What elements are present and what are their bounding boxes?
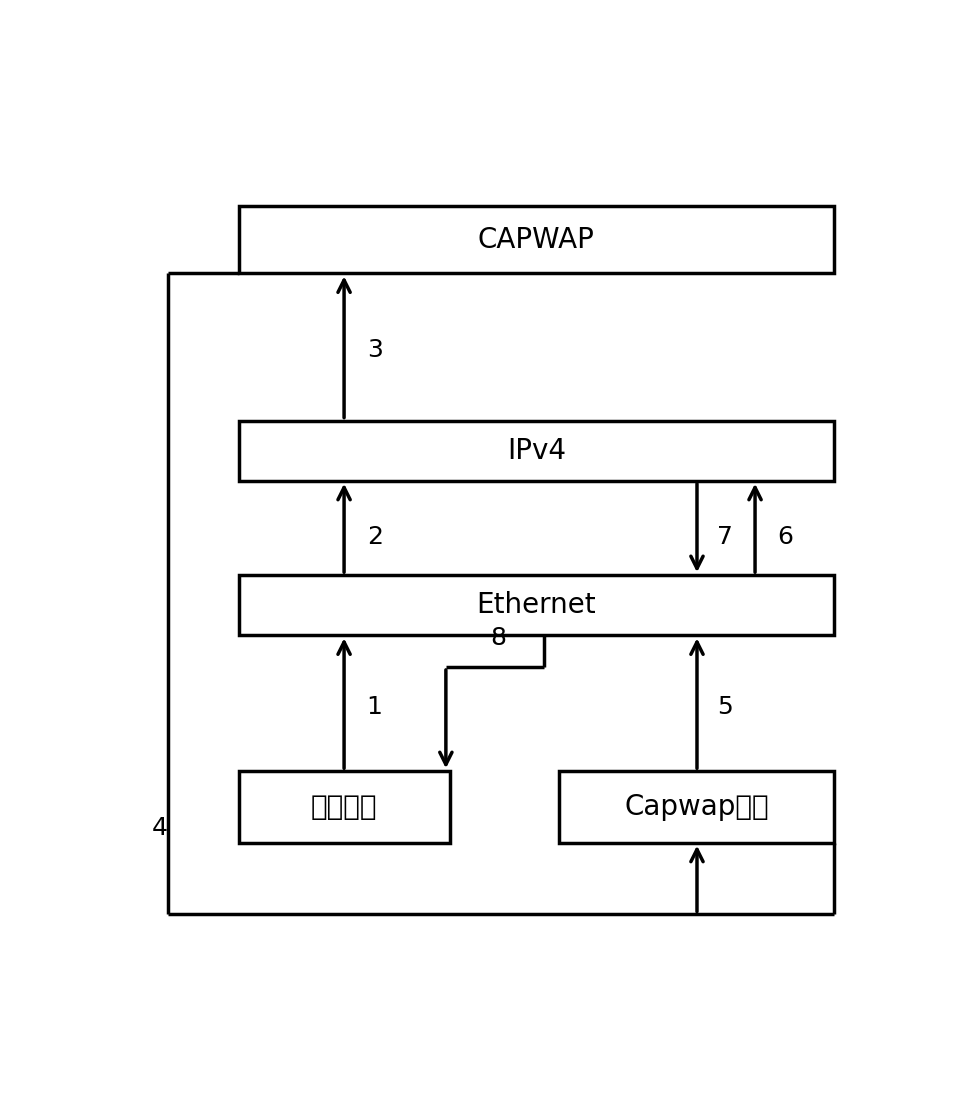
Bar xyxy=(238,206,834,274)
Text: IPv4: IPv4 xyxy=(507,437,566,465)
Text: 3: 3 xyxy=(367,338,382,362)
Text: Ethernet: Ethernet xyxy=(477,591,596,619)
Text: 4: 4 xyxy=(152,816,167,840)
Text: 物理驱动: 物理驱动 xyxy=(310,793,378,820)
Text: 6: 6 xyxy=(777,525,794,549)
Bar xyxy=(559,771,834,842)
Text: CAPWAP: CAPWAP xyxy=(478,225,595,254)
Text: 1: 1 xyxy=(367,695,382,719)
Text: 2: 2 xyxy=(367,525,382,549)
Text: Capwap驱动: Capwap驱动 xyxy=(625,793,769,820)
Bar xyxy=(238,771,450,842)
Text: 5: 5 xyxy=(717,695,733,719)
Bar xyxy=(238,575,834,636)
Text: 7: 7 xyxy=(717,525,734,549)
Text: 8: 8 xyxy=(490,627,507,651)
Bar xyxy=(238,420,834,481)
